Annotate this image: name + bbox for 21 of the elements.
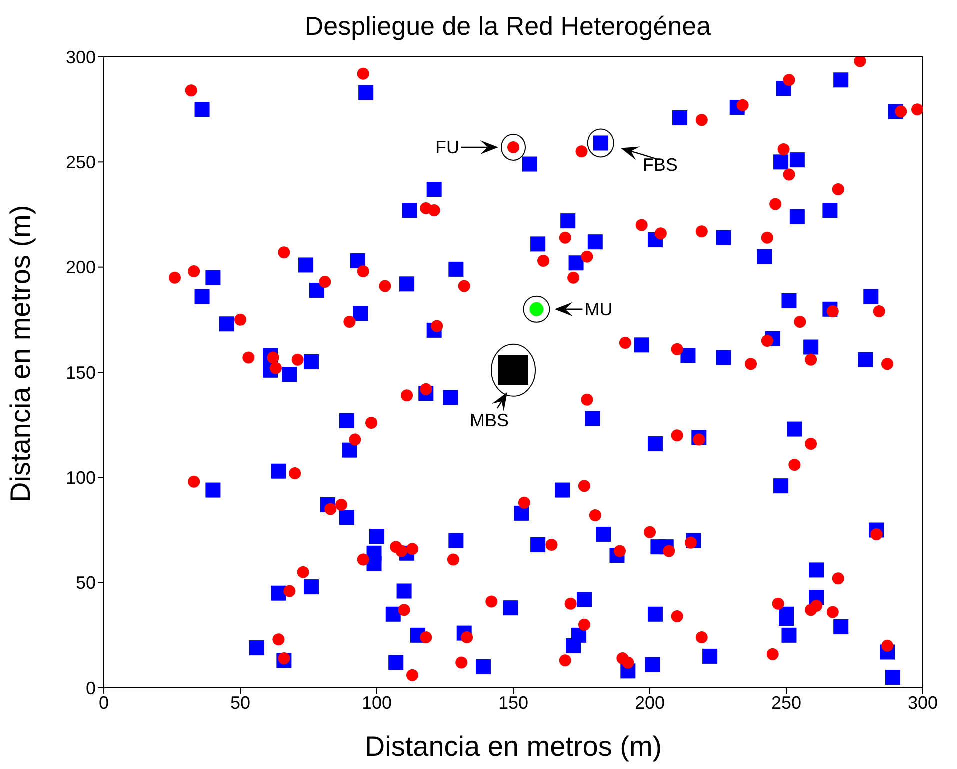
y-tick-label: 100: [66, 468, 96, 488]
y-tick-label: 50: [76, 573, 96, 594]
y-tick-label: 300: [66, 47, 96, 68]
x-tick-label: 200: [634, 692, 666, 713]
x-tick-label: 250: [771, 692, 802, 713]
x-tick-label: 100: [362, 692, 392, 713]
y-tick-label: 250: [66, 152, 96, 173]
y-tick-label: 150: [66, 362, 96, 383]
y-tick-label: 0: [86, 678, 96, 698]
annotation: MU: [584, 299, 613, 320]
annotation: FBS: [642, 155, 678, 176]
annotation: FU: [436, 137, 460, 158]
x-tick-label: 150: [498, 692, 529, 713]
x-tick-label: 0: [98, 692, 110, 713]
y-tick-label: 200: [66, 258, 96, 278]
x-axis-title: Distancia en metros (m): [364, 731, 662, 762]
x-tick-label: 50: [230, 692, 251, 713]
annotation: MBS: [470, 410, 510, 430]
chart-title: Despliegue de la Red Heterogénea: [304, 10, 712, 43]
y-axis-title: Distancia en metros (m): [4, 205, 36, 502]
x-tick-label: 300: [908, 692, 938, 713]
